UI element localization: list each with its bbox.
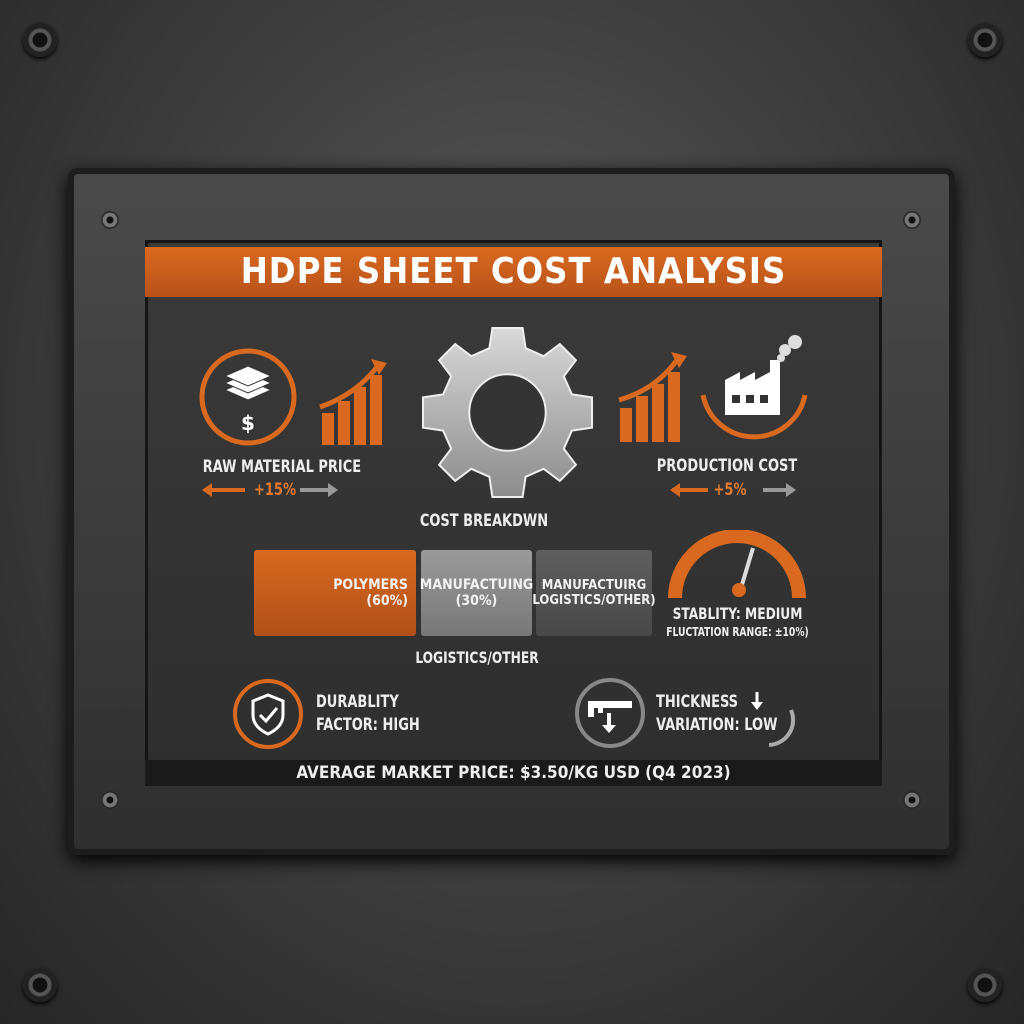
bar-manufacturing: MANUFACTUING (30%) (419, 550, 534, 636)
production-cost-label: PRODUCTION COST (656, 456, 798, 476)
screw-icon (23, 23, 57, 57)
raw-material-icon: $ (199, 348, 387, 446)
arrows-icon (670, 483, 796, 497)
fluctuation-range: FLUCTATION RANGE: ±10%) (666, 625, 809, 639)
screw-icon (903, 211, 921, 229)
bar-value: (30%) (455, 593, 498, 609)
caliper-icon (575, 678, 645, 748)
market-price-footer: AVERAGE MARKET PRICE: $3.50/KG USD (Q4 2… (145, 760, 882, 786)
screw-icon (968, 23, 1002, 57)
screw-icon (23, 968, 57, 1002)
bar-logistics: MANUFACTUIRG LOGISTICS/OTHER) (532, 550, 656, 636)
bar-value: (60%) (366, 593, 408, 609)
bar-label: MANUFACTUING (419, 577, 534, 593)
screw-icon (101, 791, 119, 809)
arrow-down-icon (751, 692, 796, 747)
production-cost-change: +5% (713, 480, 747, 500)
durability-line1: DURABLITY (316, 692, 399, 712)
durability-line2: FACTOR: HIGH (316, 715, 420, 735)
svg-text:$: $ (241, 411, 255, 435)
cost-breakdown-title: COST BREAKDWN (419, 511, 549, 531)
stability-label: STABLITY: MEDIUM (672, 604, 803, 623)
production-icon (618, 335, 808, 442)
bar-value: LOGISTICS/OTHER) (532, 593, 656, 608)
thickness-line2: VARIATION: LOW (656, 715, 778, 735)
bar-polymers: POLYMERS (60%) (254, 550, 416, 636)
shield-icon (233, 679, 303, 749)
arrows-icon (202, 483, 338, 497)
gauge-icon (668, 530, 806, 599)
screw-icon (101, 211, 119, 229)
breakdown-caption: LOGISTICS/OTHER (415, 648, 539, 667)
raw-material-change: +15% (253, 480, 297, 500)
raw-material-label: RAW MATERIAL PRICE (202, 457, 362, 477)
bar-label: MANUFACTUIRG (541, 578, 647, 593)
bar-label: POLYMERS (333, 577, 408, 593)
thickness-line1: THICKNESS (656, 692, 739, 712)
page-title: HDPE SHEET COST ANALYSIS (145, 247, 882, 297)
screw-icon (968, 968, 1002, 1002)
screw-icon (903, 791, 921, 809)
gear-icon (422, 327, 593, 498)
